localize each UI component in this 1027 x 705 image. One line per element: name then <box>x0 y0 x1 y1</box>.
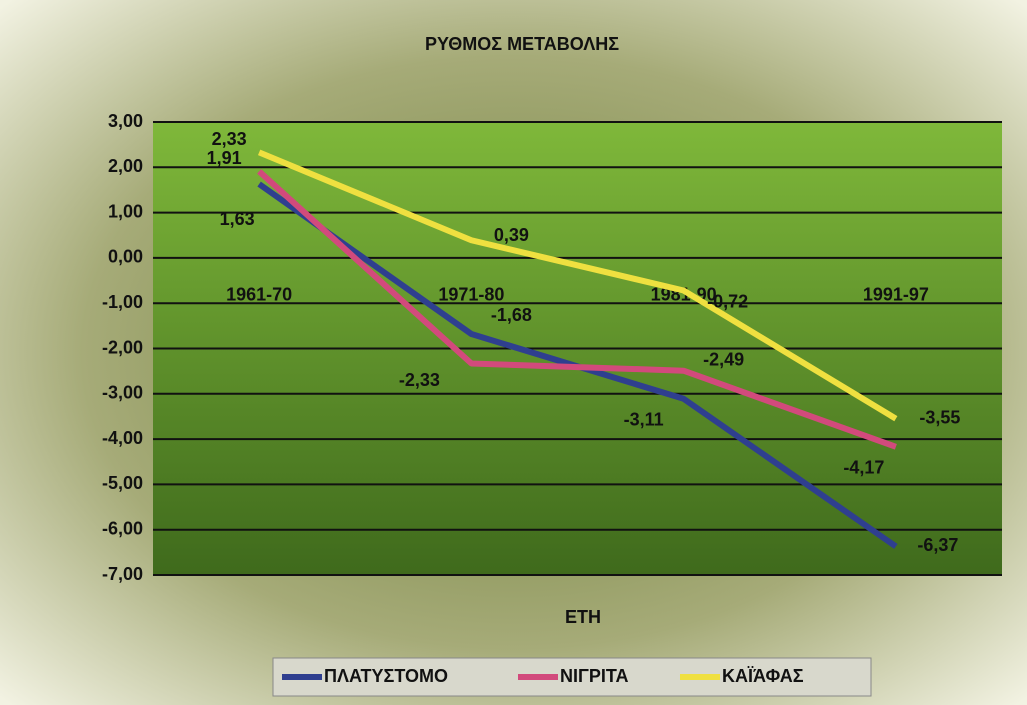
chart-title: ΡΥΘΜΟΣ ΜΕΤΑΒΟΛΗΣ <box>425 34 619 54</box>
legend-label: ΠΛΑΤΥΣΤΟΜΟ <box>324 666 448 686</box>
data-label: -3,11 <box>624 410 664 430</box>
y-tick-label: -2,00 <box>102 337 143 357</box>
data-label: 0,39 <box>494 225 529 245</box>
y-tick-label: 0,00 <box>108 247 143 267</box>
y-tick-label: 3,00 <box>108 111 143 131</box>
y-tick-label: -5,00 <box>102 473 143 493</box>
data-label: -2,49 <box>703 349 744 369</box>
data-label: 2,33 <box>212 129 247 149</box>
legend-label: ΚΑΪΆΦΑΣ <box>722 666 804 686</box>
x-tick-label: 1991-97 <box>863 285 929 305</box>
data-label: -4,17 <box>843 458 884 478</box>
series-line <box>257 149 898 422</box>
data-label: -0,72 <box>707 291 748 311</box>
x-tick-label: 1961-70 <box>226 285 292 305</box>
y-tick-label: 1,00 <box>108 201 143 221</box>
data-label: -1,68 <box>491 305 532 325</box>
y-tick-label: -7,00 <box>102 564 143 584</box>
data-label: 1,91 <box>207 148 242 168</box>
y-tick-label: -1,00 <box>102 292 143 312</box>
y-tick-label: 2,00 <box>108 156 143 176</box>
y-tick-label: -4,00 <box>102 428 143 448</box>
x-axis-label: ΕΤΗ <box>565 607 601 627</box>
data-label: -3,55 <box>919 407 960 427</box>
legend-box <box>272 657 872 697</box>
series-line <box>257 169 897 450</box>
data-label: 1,63 <box>220 209 255 229</box>
y-tick-label: -6,00 <box>102 518 143 538</box>
y-tick-label: -3,00 <box>102 383 143 403</box>
legend-label: ΝΙΓΡΙΤΑ <box>560 666 628 686</box>
data-label: -6,37 <box>917 535 958 555</box>
data-label: -2,33 <box>399 370 440 390</box>
x-tick-label: 1971-80 <box>438 285 504 305</box>
